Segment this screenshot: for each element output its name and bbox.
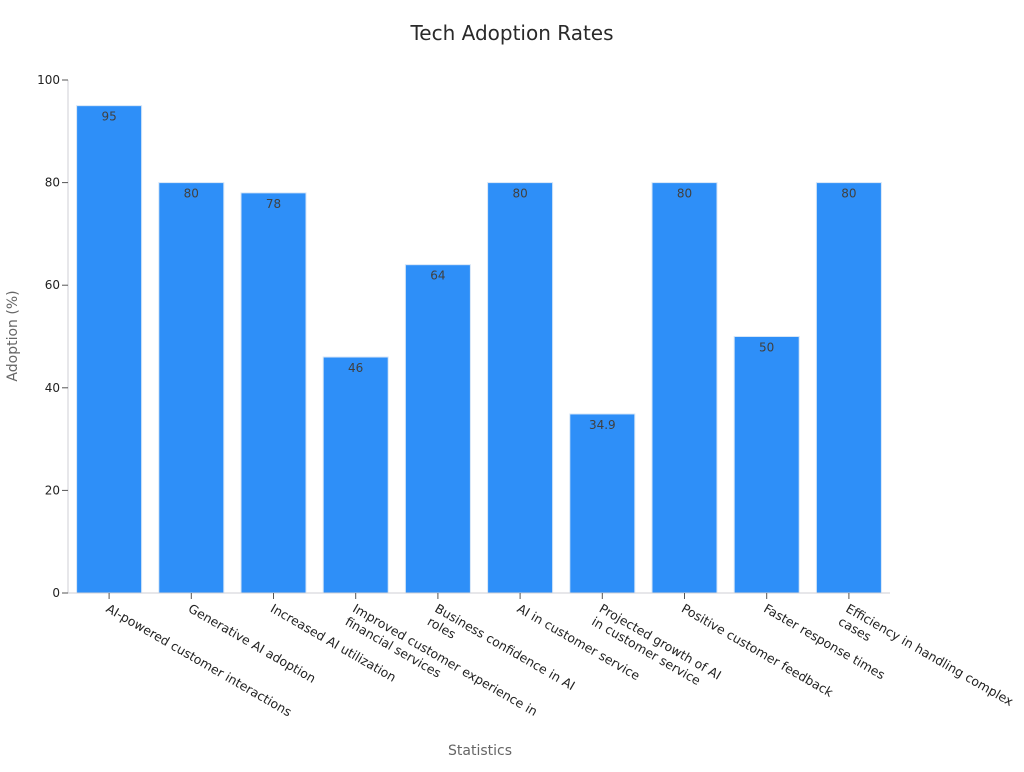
x-axis-title: Statistics [448,743,512,759]
data-label: 46 [348,361,363,375]
y-tick-label: 80 [45,176,60,190]
data-label: 80 [512,187,527,201]
y-tick-label: 40 [45,381,60,395]
bar [487,182,554,594]
data-label: 34.9 [589,418,616,432]
data-label: 80 [184,187,199,201]
y-tick-label: 60 [45,278,60,292]
bar [815,182,882,594]
x-tick-label-line: Business confidence in AI [432,601,577,694]
x-tick-label: Positive customer feedback [679,601,836,701]
data-label: 50 [759,341,774,355]
x-tick-label-line: Positive customer feedback [679,601,836,701]
data-label: 80 [677,187,692,201]
data-label: 64 [430,269,445,283]
y-tick-label: 20 [45,483,60,497]
bar [569,413,636,594]
axes-group: 0 20 40 60 80 100 [37,73,890,600]
y-tick-label: 100 [37,73,60,87]
data-label: 80 [841,187,856,201]
bar [651,182,718,594]
data-label: 78 [266,197,281,211]
bar [733,336,800,594]
chart-title: Tech Adoption Rates [409,21,613,45]
bar [76,105,143,594]
bar [240,192,307,594]
bar [158,182,225,594]
y-axis-title: Adoption (%) [5,290,21,381]
bar [404,264,471,594]
y-tick-label: 0 [52,586,60,600]
x-tick-label-line: Efficiency in handling complex [843,601,1016,709]
data-label: 95 [101,110,116,124]
bars-group [76,105,882,594]
x-tick-label-text: Positive customer feedback [679,601,836,701]
bar [322,356,389,594]
